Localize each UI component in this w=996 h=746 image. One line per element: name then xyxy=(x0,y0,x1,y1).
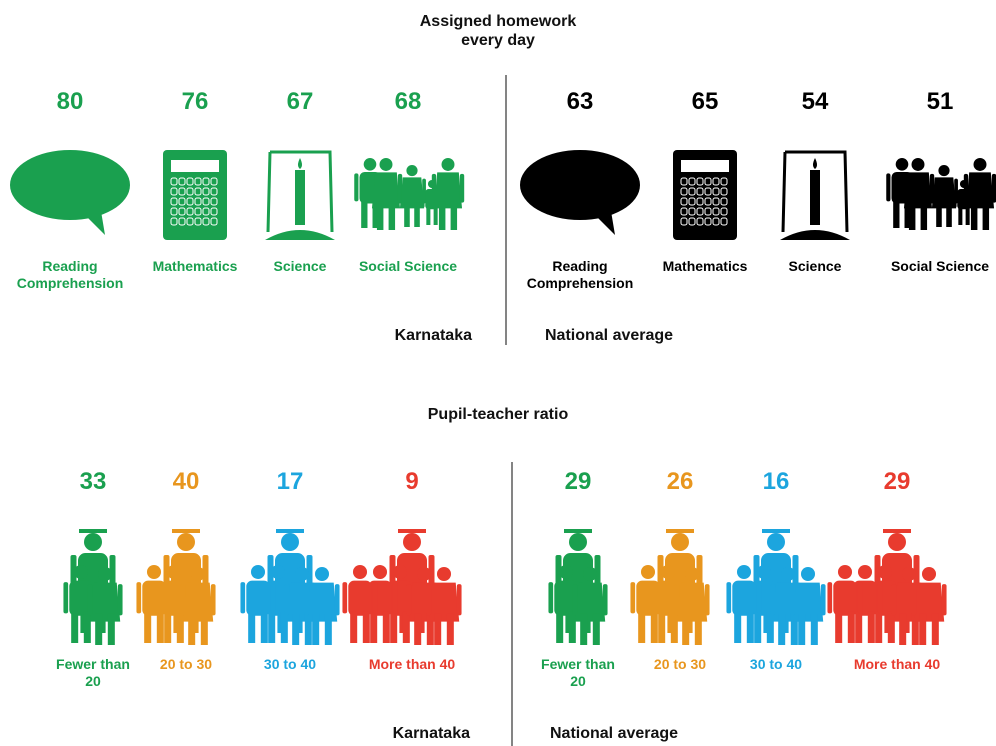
icon xyxy=(520,150,640,235)
icon xyxy=(630,529,709,645)
value: 51 xyxy=(900,88,980,117)
category-label: 20 to 30 xyxy=(141,656,231,673)
value: 68 xyxy=(368,88,448,117)
category-label: Reading Comprehension xyxy=(15,258,125,292)
category-label: Social Science xyxy=(348,258,468,275)
category-label: Fewer than 20 xyxy=(48,656,138,690)
value: 16 xyxy=(736,468,816,497)
category-label: 20 to 30 xyxy=(635,656,725,673)
icon xyxy=(342,529,461,645)
icon xyxy=(63,529,122,645)
value: 65 xyxy=(665,88,745,117)
icon xyxy=(163,150,227,240)
value: 67 xyxy=(260,88,340,117)
icon xyxy=(780,152,850,240)
category-label: More than 40 xyxy=(852,656,942,673)
value: 40 xyxy=(146,468,226,497)
icon xyxy=(726,529,825,645)
icon xyxy=(265,152,335,240)
category-label: Fewer than 20 xyxy=(533,656,623,690)
category-label: Science xyxy=(760,258,870,275)
value: 17 xyxy=(250,468,330,497)
icon xyxy=(673,150,737,240)
category-label: Reading Comprehension xyxy=(525,258,635,292)
icon xyxy=(827,529,946,645)
category-label: Mathematics xyxy=(645,258,765,275)
value: 33 xyxy=(53,468,133,497)
group-label: Karnataka xyxy=(322,326,472,345)
category-label: Social Science xyxy=(880,258,996,275)
value: 9 xyxy=(372,468,452,497)
icon xyxy=(136,529,215,645)
category-label: Science xyxy=(245,258,355,275)
value: 26 xyxy=(640,468,720,497)
icon xyxy=(354,158,464,230)
category-label: 30 to 40 xyxy=(245,656,335,673)
value: 76 xyxy=(155,88,235,117)
group-label: Karnataka xyxy=(320,724,470,743)
group-label: National average xyxy=(550,724,750,743)
icon xyxy=(886,158,996,230)
category-label: 30 to 40 xyxy=(731,656,821,673)
value: 29 xyxy=(538,468,618,497)
section-title: Pupil-teacher ratio xyxy=(348,405,648,424)
value: 29 xyxy=(857,468,937,497)
value: 80 xyxy=(30,88,110,117)
value: 54 xyxy=(775,88,855,117)
section-title: Assigned homework every day xyxy=(413,12,583,50)
infographic: Assigned homework every day Pupil-teache… xyxy=(0,0,996,746)
category-label: More than 40 xyxy=(367,656,457,673)
icon xyxy=(240,529,339,645)
value: 63 xyxy=(540,88,620,117)
category-label: Mathematics xyxy=(135,258,255,275)
icon xyxy=(548,529,607,645)
icon xyxy=(10,150,130,235)
group-label: National average xyxy=(545,326,745,345)
